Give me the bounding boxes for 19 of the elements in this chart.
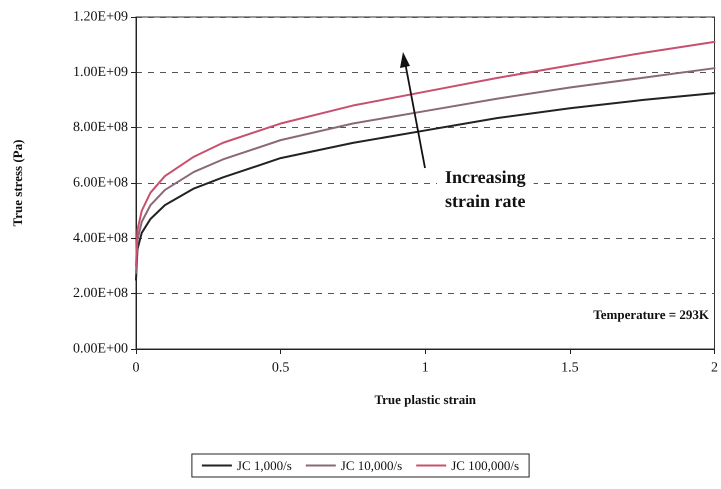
legend-label: JC 1,000/s: [236, 458, 292, 473]
legend-label: JC 10,000/s: [340, 458, 402, 473]
annotation: Temperature = 293K: [593, 307, 710, 322]
y-axis-title: True stress (Pa): [10, 140, 25, 226]
x-tick-label: 1.5: [561, 360, 579, 376]
y-tick-label: 1.20E+09: [73, 10, 128, 24]
legend-label: JC 100,000/s: [451, 458, 520, 473]
annotation: Increasing strain rate: [445, 167, 526, 211]
x-tick-label: 0: [132, 360, 140, 376]
y-tick-label: 6.00E+08: [73, 176, 128, 190]
x-tick-label: 0.5: [272, 360, 290, 376]
y-tick-label: 4.00E+08: [73, 230, 128, 246]
x-tick-label: 1: [422, 360, 429, 376]
y-tick-label: 8.00E+08: [73, 120, 128, 136]
x-tick-label: 2: [711, 360, 718, 376]
x-axis-title: True plastic strain: [374, 392, 477, 407]
y-tick-label: 1.00E+09: [73, 64, 128, 80]
y-tick-label: 0.00E+00: [73, 342, 128, 356]
y-tick-label: 2.00E+08: [73, 286, 128, 302]
